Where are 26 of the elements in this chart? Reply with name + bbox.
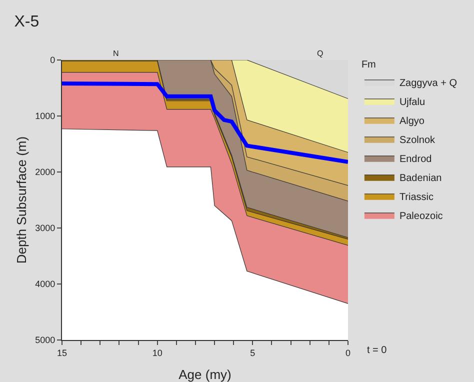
y-tick-label: 2000: [35, 167, 56, 178]
legend-label: Ujfalu: [399, 96, 426, 108]
x-axis-title: Age (my): [178, 367, 232, 382]
legend-label: Algyo: [399, 116, 425, 127]
legend-label: Zaggyva + Q: [399, 78, 458, 89]
y-axis-title: Depth Subsurface (m): [14, 136, 29, 264]
y-tick-label: 4000: [35, 279, 56, 290]
y-tick-label: 5000: [35, 335, 56, 346]
x-tick-label: 10: [152, 348, 162, 358]
legend-label: Badenian: [399, 172, 442, 184]
x-tick-label: 15: [56, 348, 68, 358]
legend-label: Szolnok: [399, 134, 436, 146]
y-tick-label: 0: [50, 55, 56, 66]
legend-title: Fm: [361, 59, 376, 70]
text: Q: [317, 49, 324, 58]
y-tick-label: 3000: [35, 223, 56, 234]
legend-label: Endrod: [399, 154, 432, 165]
legend-label: Triassic: [399, 192, 434, 203]
text: t = 0: [367, 345, 388, 356]
legend-label: Paleozoic: [399, 210, 443, 222]
line-series: [62, 82, 348, 164]
y-tick-label: 1000: [35, 111, 56, 122]
x-tick-label: 0: [345, 348, 351, 358]
chart-title: X-5: [14, 13, 40, 30]
text: N: [113, 49, 119, 58]
x-tick-label: 5: [250, 348, 256, 358]
